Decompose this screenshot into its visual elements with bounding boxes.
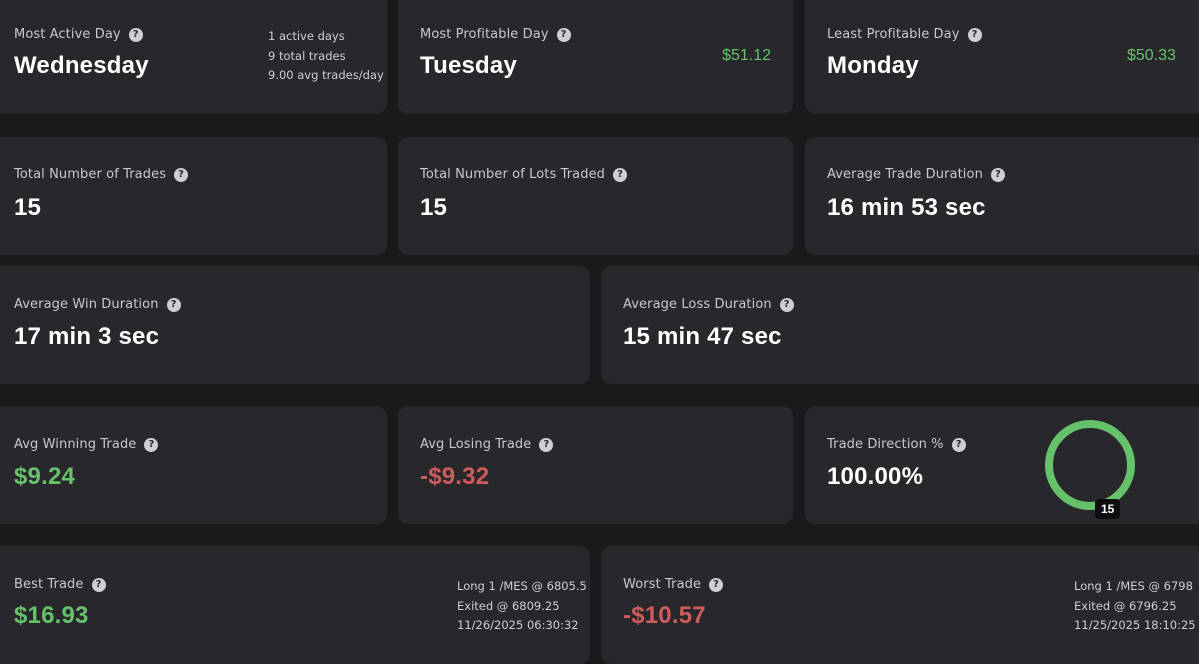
total-lots-card: Total Number of Lots Traded ? 15 xyxy=(398,137,793,255)
total-lots-value: 15 xyxy=(420,194,448,221)
most-active-day-value: Wednesday xyxy=(14,52,149,79)
least-profitable-day-amount: $50.33 xyxy=(1127,47,1176,64)
total-trades-card: Total Number of Trades ? 15 xyxy=(0,137,387,255)
worst-trade-card: Worst Trade ? -$10.57 Long 1 /MES @ 6798… xyxy=(601,546,1199,664)
ring-long-segment xyxy=(1045,420,1135,510)
avg-winning-trade-card: Avg Winning Trade ? $9.24 xyxy=(0,406,387,524)
help-icon[interactable]: ? xyxy=(951,437,966,452)
trade-direction-label-row: Trade Direction % ? xyxy=(827,437,966,452)
help-icon[interactable]: ? xyxy=(144,437,159,452)
most-profitable-day-value: Tuesday xyxy=(420,52,517,79)
avg-losing-trade-card: Avg Losing Trade ? -$9.32 xyxy=(398,406,793,524)
help-icon[interactable]: ? xyxy=(166,297,181,312)
most-profitable-day-card: Most Profitable Day ? Tuesday $51.12 xyxy=(398,0,793,114)
most-active-day-label-row: Most Active Day ? xyxy=(14,27,143,42)
avg-winning-trade-label-row: Avg Winning Trade ? xyxy=(14,437,159,452)
trade-direction-card: Trade Direction % ? 100.00% 15 xyxy=(805,406,1199,524)
best-trade-timestamp: 11/26/2025 06:30:32 xyxy=(457,618,579,632)
avg-losing-trade-value: -$9.32 xyxy=(420,463,490,490)
total-trades-text: 9 total trades xyxy=(268,48,346,63)
worst-trade-label-row: Worst Trade ? xyxy=(623,577,724,592)
avg-win-duration-value: 17 min 3 sec xyxy=(14,323,160,350)
most-active-day-label: Most Active Day xyxy=(14,27,121,42)
worst-trade-entry: Long 1 /MES @ 6798 xyxy=(1074,579,1193,593)
avg-winning-trade-value: $9.24 xyxy=(14,463,76,490)
total-lots-label-row: Total Number of Lots Traded ? xyxy=(420,167,628,182)
trade-count-badge: 15 xyxy=(1095,499,1121,519)
avg-trade-duration-card: Average Trade Duration ? 16 min 53 sec xyxy=(805,137,1199,255)
help-icon[interactable]: ? xyxy=(709,577,724,592)
help-icon[interactable]: ? xyxy=(990,167,1005,182)
trade-direction-value: 100.00% xyxy=(827,463,924,490)
trade-direction-label: Trade Direction % xyxy=(827,437,944,452)
avg-trades-per-day-text: 9.00 avg trades/day xyxy=(268,68,384,82)
avg-win-duration-label: Average Win Duration xyxy=(14,297,159,312)
active-days-text: 1 active days xyxy=(268,29,345,43)
best-trade-exit: Exited @ 6809.25 xyxy=(457,598,560,613)
avg-trade-duration-label: Average Trade Duration xyxy=(827,167,983,182)
worst-trade-timestamp: 11/25/2025 18:10:25 xyxy=(1074,618,1196,632)
most-active-day-details: 1 active days 9 total trades 9.00 avg tr… xyxy=(268,27,384,86)
worst-trade-details: Long 1 /MES @ 6798 Exited @ 6796.25 11/2… xyxy=(1074,577,1196,636)
best-trade-entry: Long 1 /MES @ 6805.5 xyxy=(457,579,587,593)
most-profitable-day-amount: $51.12 xyxy=(722,47,771,64)
help-icon[interactable]: ? xyxy=(174,167,189,182)
worst-trade-label: Worst Trade xyxy=(623,577,702,592)
most-active-day-card: Most Active Day ? Wednesday 1 active day… xyxy=(0,0,387,114)
trade-direction-ring[interactable] xyxy=(1042,417,1138,513)
avg-loss-duration-card: Average Loss Duration ? 15 min 47 sec xyxy=(601,266,1199,384)
best-trade-label: Best Trade xyxy=(14,577,84,592)
avg-loss-duration-label-row: Average Loss Duration ? xyxy=(623,297,794,312)
help-icon[interactable]: ? xyxy=(967,27,982,42)
avg-trade-duration-label-row: Average Trade Duration ? xyxy=(827,167,1005,182)
most-profitable-day-label: Most Profitable Day xyxy=(420,27,549,42)
best-trade-label-row: Best Trade ? xyxy=(14,577,106,592)
least-profitable-day-label: Least Profitable Day xyxy=(827,27,960,42)
most-profitable-day-label-row: Most Profitable Day ? xyxy=(420,27,571,42)
worst-trade-exit: Exited @ 6796.25 xyxy=(1074,598,1177,613)
help-icon[interactable]: ? xyxy=(539,437,554,452)
best-trade-card: Best Trade ? $16.93 Long 1 /MES @ 6805.5… xyxy=(0,546,590,664)
help-icon[interactable]: ? xyxy=(613,167,628,182)
worst-trade-value: -$10.57 xyxy=(623,602,706,629)
total-trades-label: Total Number of Trades xyxy=(14,167,167,182)
avg-loss-duration-label: Average Loss Duration xyxy=(623,297,772,312)
best-trade-value: $16.93 xyxy=(14,602,89,629)
avg-losing-trade-label: Avg Losing Trade xyxy=(420,437,532,452)
help-icon[interactable]: ? xyxy=(128,27,143,42)
least-profitable-day-label-row: Least Profitable Day ? xyxy=(827,27,982,42)
avg-win-duration-card: Average Win Duration ? 17 min 3 sec xyxy=(0,266,590,384)
best-trade-details: Long 1 /MES @ 6805.5 Exited @ 6809.25 11… xyxy=(457,577,587,636)
total-trades-value: 15 xyxy=(14,194,42,221)
help-icon[interactable]: ? xyxy=(556,27,571,42)
avg-loss-duration-value: 15 min 47 sec xyxy=(623,323,782,350)
avg-losing-trade-label-row: Avg Losing Trade ? xyxy=(420,437,554,452)
total-trades-label-row: Total Number of Trades ? xyxy=(14,167,189,182)
help-icon[interactable]: ? xyxy=(779,297,794,312)
avg-trade-duration-value: 16 min 53 sec xyxy=(827,194,986,221)
least-profitable-day-card: Least Profitable Day ? Monday $50.33 xyxy=(805,0,1199,114)
avg-winning-trade-label: Avg Winning Trade xyxy=(14,437,137,452)
help-icon[interactable]: ? xyxy=(91,577,106,592)
total-lots-label: Total Number of Lots Traded xyxy=(420,167,606,182)
least-profitable-day-value: Monday xyxy=(827,52,919,79)
avg-win-duration-label-row: Average Win Duration ? xyxy=(14,297,181,312)
